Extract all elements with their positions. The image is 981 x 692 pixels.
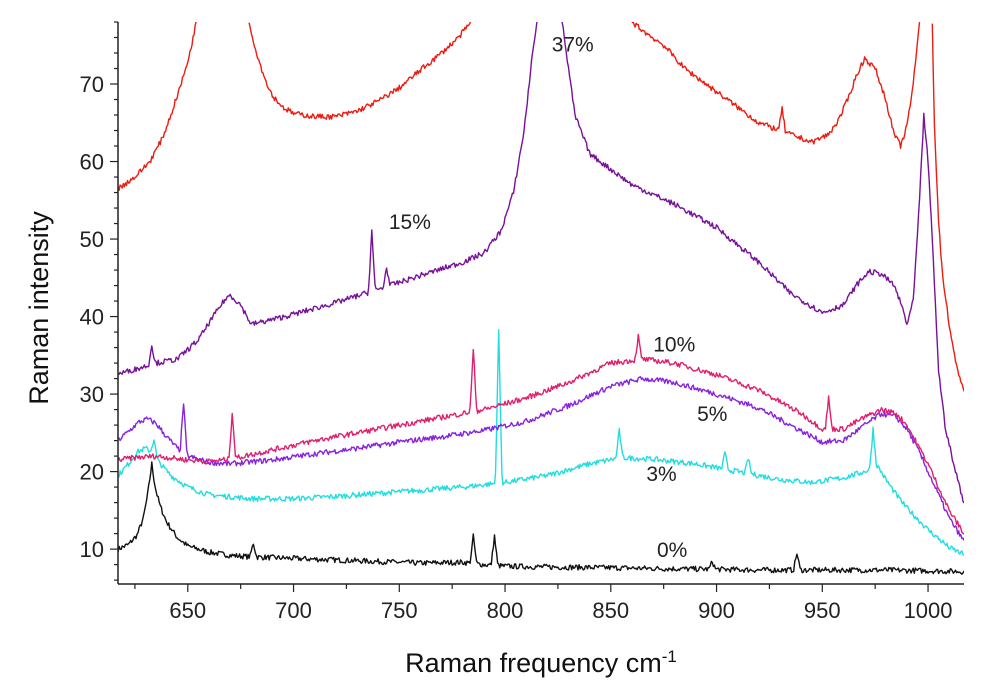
series-line-37pct-seg2 <box>248 22 472 120</box>
axes <box>117 22 964 585</box>
y-tick-label: 70 <box>80 72 104 97</box>
x-tick-label: 1000 <box>904 598 953 623</box>
x-tick-label: 750 <box>381 598 418 623</box>
x-tick-label: 650 <box>169 598 206 623</box>
x-tick-label: 700 <box>275 598 312 623</box>
series-label-15pct: 15% <box>389 211 431 234</box>
series-label-0pct: 0% <box>657 539 687 562</box>
x-tick-label: 850 <box>592 598 629 623</box>
y-tick-label: 40 <box>80 305 104 330</box>
series-label-3pct: 3% <box>646 463 676 486</box>
series-labels: 0% 3% 5% 10% 15% 37% <box>389 33 728 561</box>
y-tick-label: 10 <box>80 537 104 562</box>
y-tick-label: 50 <box>80 227 104 252</box>
x-axis-title-text: Raman frequency cm <box>405 648 662 678</box>
series-label-37pct: 37% <box>552 33 594 56</box>
y-tick-label: 20 <box>80 460 104 485</box>
x-axis-title-superscript: -1 <box>662 647 677 666</box>
series-line-37pct-seg4 <box>931 23 964 392</box>
series-line-37pct-seg1 <box>118 22 197 191</box>
series-line-5pct <box>118 376 964 541</box>
series-line-37pct-seg3 <box>631 22 921 149</box>
y-axis-title: Raman intensity <box>24 211 54 405</box>
x-tick-label: 900 <box>698 598 735 623</box>
series-label-10pct: 10% <box>653 333 695 356</box>
series-line-3pct <box>118 329 964 556</box>
y-tick-label: 60 <box>80 150 104 175</box>
ticks: 650 700 750 800 850 900 950 1000 10 20 30 40 50 60 70 <box>80 21 953 623</box>
series-line-15pct <box>118 22 964 504</box>
x-axis-title: Raman frequency cm-1 <box>405 647 677 678</box>
y-tick-label: 30 <box>80 382 104 407</box>
series-line-0pct <box>118 461 964 575</box>
series-line-10pct <box>118 333 964 535</box>
x-tick-label: 800 <box>487 598 524 623</box>
plot-area <box>118 22 964 575</box>
x-tick-label: 950 <box>804 598 841 623</box>
series-label-5pct: 5% <box>697 403 727 426</box>
